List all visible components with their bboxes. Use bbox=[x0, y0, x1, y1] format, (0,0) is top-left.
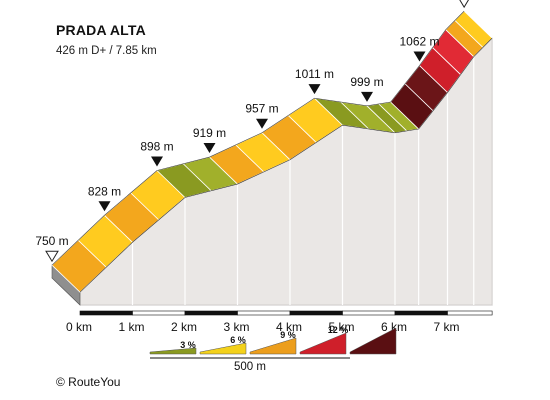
km-marker-icon bbox=[308, 84, 321, 95]
axis-bar bbox=[132, 310, 186, 316]
axis-bar bbox=[289, 310, 343, 316]
x-tick-label: 6 km bbox=[381, 320, 407, 334]
km-marker-icon bbox=[203, 143, 216, 154]
axis-bar bbox=[394, 310, 448, 316]
x-tick-label: 5 km bbox=[329, 320, 355, 334]
legend-label: 6 % bbox=[230, 335, 246, 345]
elevation-label: 828 m bbox=[88, 184, 121, 198]
axis-bar bbox=[237, 310, 291, 316]
legend-swatch bbox=[299, 332, 347, 355]
elevation-label: 957 m bbox=[245, 102, 278, 116]
endpoint-marker-icon bbox=[45, 250, 59, 263]
km-marker-icon bbox=[151, 156, 163, 167]
x-tick-label: 7 km bbox=[434, 320, 460, 334]
legend-swatch bbox=[349, 327, 397, 355]
legend-label: 12 % bbox=[328, 325, 349, 335]
elevation-label: 919 m bbox=[193, 126, 226, 140]
chart-subtitle: 426 m D+ / 7.85 km bbox=[56, 45, 157, 57]
x-tick-label: 1 km bbox=[119, 320, 145, 334]
elevation-label: 1062 m bbox=[399, 35, 439, 49]
profile-back-edge bbox=[51, 10, 465, 266]
axis-bar bbox=[447, 310, 493, 316]
chart-title: PRADA ALTA bbox=[56, 22, 146, 38]
x-tick-label: 3 km bbox=[224, 320, 250, 334]
elevation-label: 898 m bbox=[140, 139, 173, 153]
elevation-label: 1011 m bbox=[295, 67, 334, 81]
x-tick-label: 2 km bbox=[171, 320, 197, 334]
profile-edge bbox=[79, 37, 493, 293]
axis-bar bbox=[342, 310, 396, 316]
endpoint-marker-icon bbox=[459, 0, 469, 9]
axis-bar bbox=[184, 310, 238, 316]
x-tick-label: 0 km bbox=[66, 320, 92, 334]
elevation-label: 750 m bbox=[35, 234, 68, 248]
routeyou-credit: © RouteYou bbox=[56, 375, 121, 389]
legend-swatch bbox=[149, 347, 197, 355]
legend-label: 3 % bbox=[180, 340, 196, 350]
elevation-label: 999 m bbox=[350, 75, 383, 89]
km-marker-icon bbox=[361, 91, 373, 102]
axis-bar bbox=[79, 310, 133, 316]
x-tick-label: 4 km bbox=[276, 320, 302, 334]
legend-scale-label: 500 m bbox=[234, 361, 266, 373]
legend-label: 9 % bbox=[280, 330, 296, 340]
legend-swatch bbox=[249, 337, 297, 355]
legend-swatch bbox=[199, 342, 247, 355]
km-marker-icon bbox=[413, 51, 426, 62]
km-marker-icon bbox=[98, 201, 111, 212]
km-marker-icon bbox=[256, 118, 268, 129]
